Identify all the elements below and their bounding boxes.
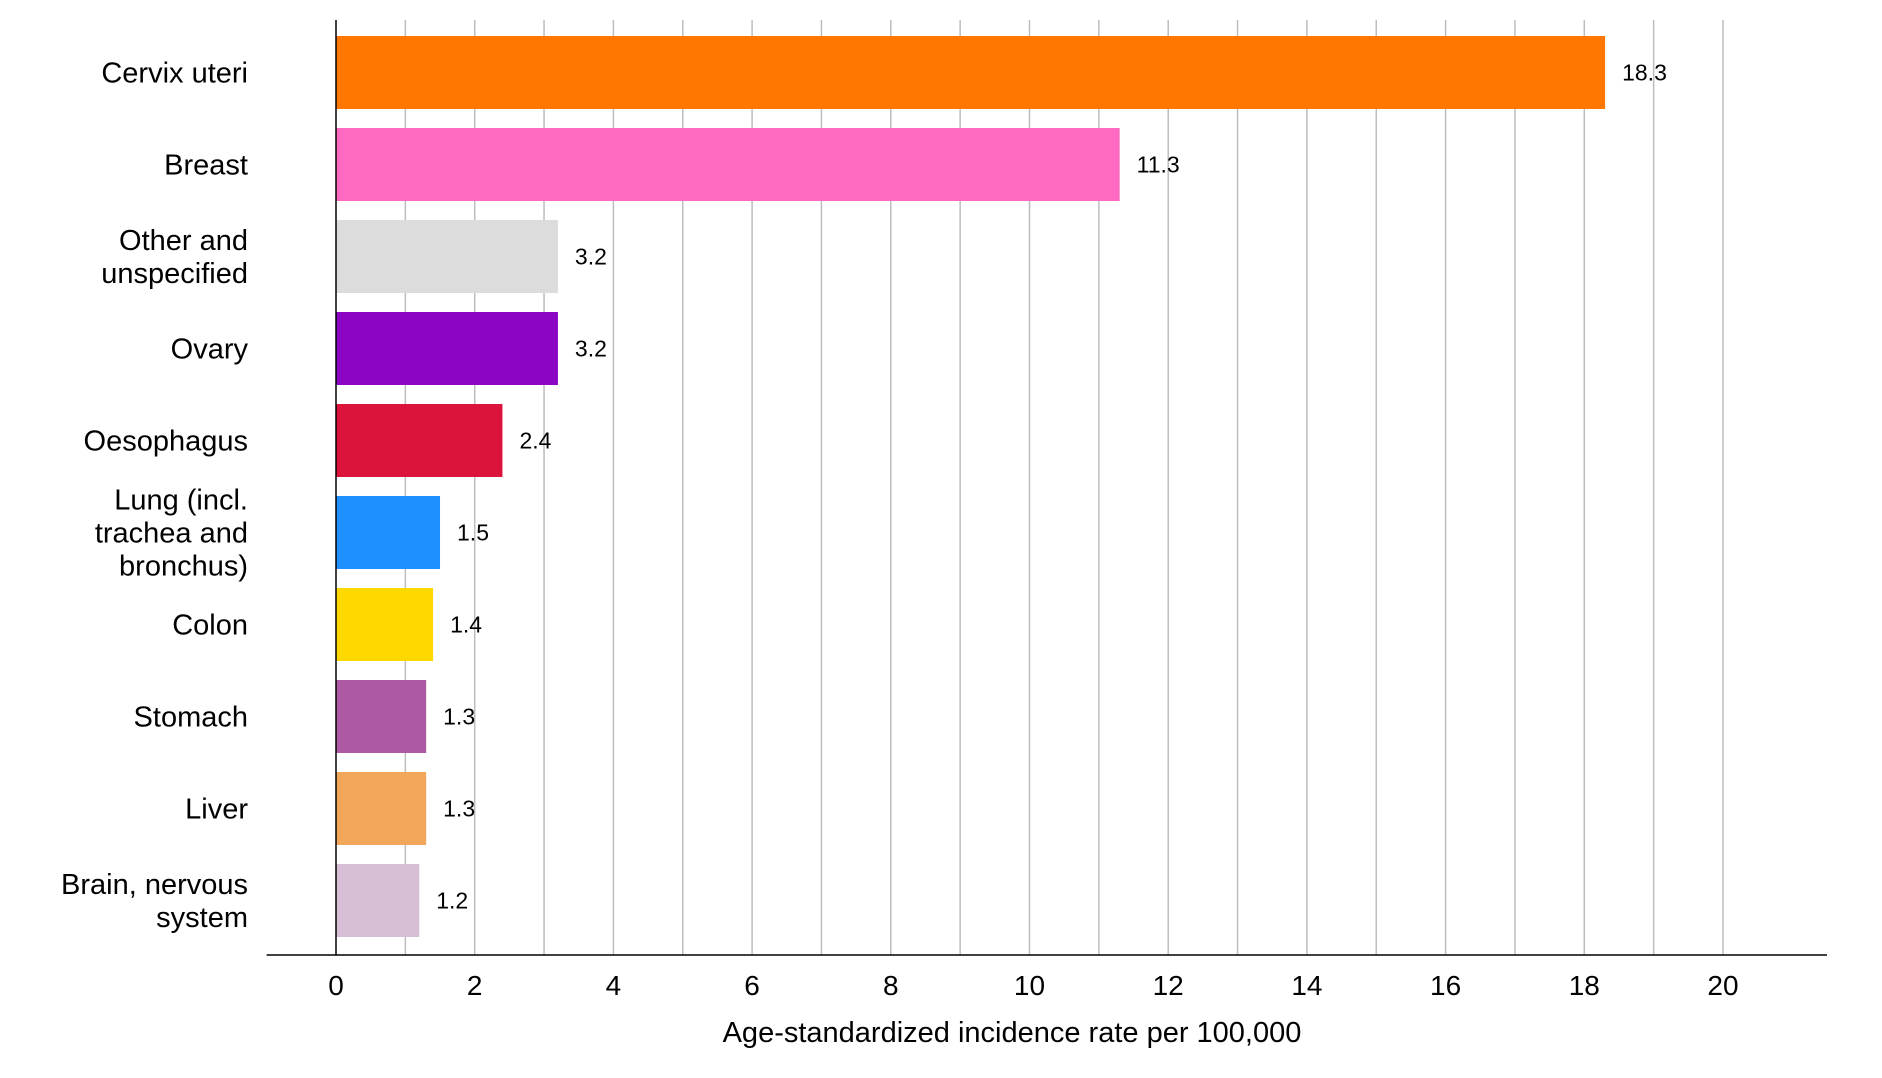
bar	[336, 128, 1120, 201]
value-label: 1.3	[443, 704, 475, 730]
bar	[336, 588, 434, 661]
category-label: Oesophagus	[84, 426, 248, 458]
category-label: Breast	[164, 150, 248, 182]
category-label: Ovary	[171, 334, 249, 366]
category-label-line: Ovary	[171, 334, 249, 366]
bar	[336, 312, 558, 385]
x-tick-label: 20	[1707, 970, 1738, 1001]
value-label: 3.2	[575, 336, 607, 362]
bar	[336, 680, 427, 753]
value-label: 1.5	[457, 520, 489, 546]
category-label: Colon	[172, 610, 248, 642]
category-label-line: system	[156, 902, 248, 934]
bar	[336, 864, 420, 937]
value-label: 11.3	[1137, 152, 1180, 178]
category-label-line: trachea and	[95, 518, 248, 550]
category-label: Brain, nervous system	[61, 869, 248, 934]
category-labels: Cervix uteri Breast Other and unspecified Ov…	[61, 58, 248, 935]
value-label: 1.3	[443, 796, 475, 822]
category-label: Stomach	[134, 702, 248, 734]
value-labels: 18.3 11.3 3.2 3.2 2.4 1.5 1.4 1.3 1.3 1.2	[436, 60, 1667, 914]
category-label-line: Colon	[172, 610, 248, 642]
value-label: 1.2	[436, 888, 468, 914]
x-tick-label: 14	[1291, 970, 1322, 1001]
category-label-line: Stomach	[134, 702, 248, 734]
category-label-line: Other and	[119, 225, 248, 257]
category-label-line: Cervix uteri	[101, 58, 248, 90]
category-label: Lung (incl. trachea and bronchus)	[95, 485, 248, 583]
category-label-line: Liver	[185, 794, 248, 826]
bar	[336, 496, 441, 569]
bar	[336, 220, 558, 293]
category-label-line: Brain, nervous	[61, 869, 248, 901]
bars	[336, 36, 1606, 937]
category-label: Liver	[185, 794, 248, 826]
bar	[336, 36, 1606, 109]
x-axis-title: Age-standardized incidence rate per 100,…	[723, 1017, 1302, 1049]
value-label: 3.2	[575, 244, 607, 270]
x-tick-label: 4	[606, 970, 622, 1001]
category-label-line: unspecified	[101, 258, 248, 290]
bar	[336, 404, 503, 477]
x-tick-label: 0	[328, 970, 344, 1001]
x-tick-label: 8	[883, 970, 899, 1001]
value-label: 1.4	[450, 612, 482, 638]
category-label-line: bronchus)	[119, 551, 248, 583]
x-tick-label: 12	[1153, 970, 1184, 1001]
bar	[336, 772, 427, 845]
category-label: Other and unspecified	[101, 225, 248, 290]
x-tick-label: 2	[467, 970, 483, 1001]
x-tick-label: 16	[1430, 970, 1461, 1001]
value-label: 18.3	[1622, 60, 1667, 86]
x-tick-label: 6	[744, 970, 760, 1001]
category-label-line: Oesophagus	[84, 426, 248, 458]
category-label: Cervix uteri	[101, 58, 248, 90]
category-label-line: Lung (incl.	[114, 485, 248, 517]
category-label-line: Breast	[164, 150, 248, 182]
value-label: 2.4	[519, 428, 551, 454]
x-tick-label: 10	[1014, 970, 1045, 1001]
x-tick-labels: 0 2 4 6 8 10 12 14 16 18 20	[328, 970, 1738, 1001]
x-tick-label: 18	[1569, 970, 1600, 1001]
